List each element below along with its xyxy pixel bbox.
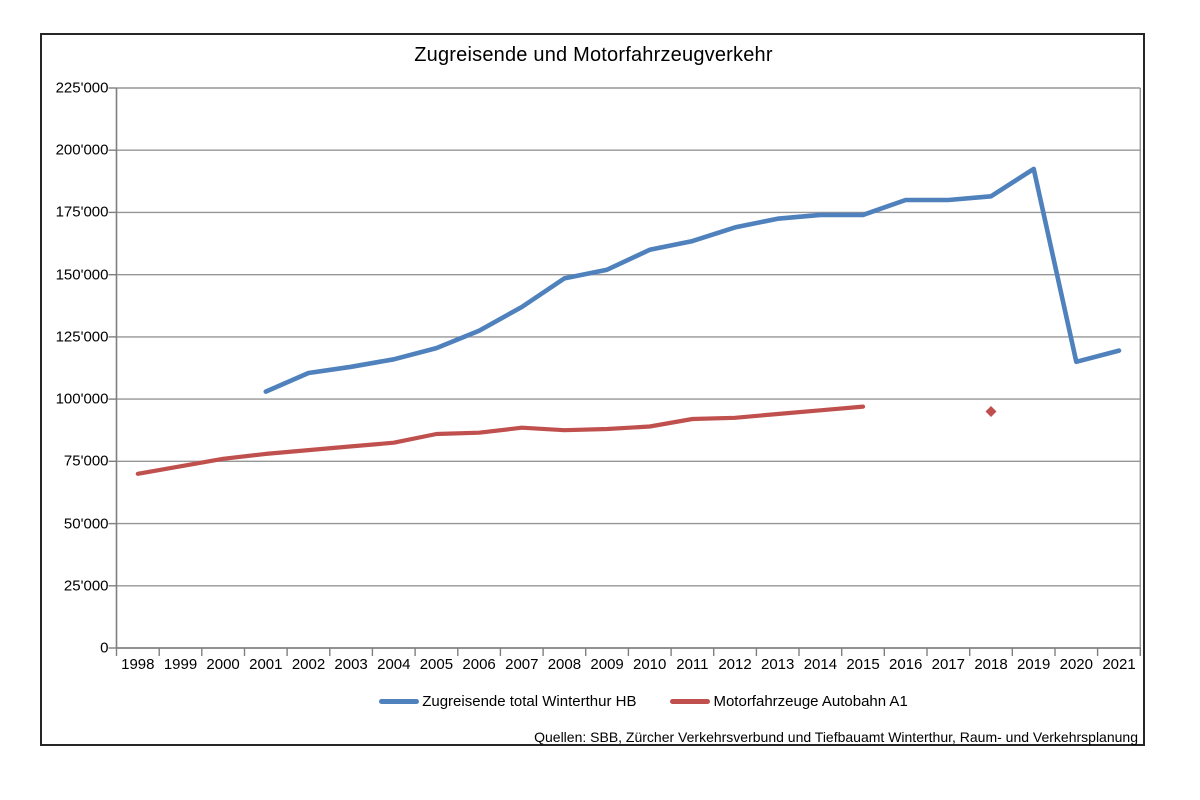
x-axis-tick-label: 2016 — [889, 656, 923, 673]
x-axis-tick-label: 2005 — [419, 656, 454, 673]
x-axis-tick-label: 2011 — [676, 656, 709, 673]
legend-line-swatch-blue — [379, 699, 420, 704]
y-axis-tick-label: 0 — [100, 639, 109, 657]
x-axis-tick-label: 2003 — [334, 656, 368, 673]
chart-frame — [40, 33, 1145, 746]
legend-item-zugreisende: Zugreisende total Winterthur HB — [379, 693, 636, 710]
x-axis-tick-label: 2002 — [291, 656, 326, 673]
chart-title: Zugreisende und Motorfahrzeugverkehr — [414, 44, 773, 66]
x-axis-tick-label: 2017 — [931, 656, 965, 673]
legend-item-motorfahrzeuge: Motorfahrzeuge Autobahn A1 — [670, 693, 908, 710]
x-axis-tick-label: 2012 — [718, 656, 752, 673]
y-axis-tick-label: 125'000 — [55, 328, 109, 346]
legend-label-zugreisende: Zugreisende total Winterthur HB — [422, 693, 637, 710]
x-axis-tick-label: 2021 — [1102, 656, 1136, 673]
y-axis-tick-label: 150'000 — [55, 266, 109, 284]
x-axis-tick-label: 2008 — [547, 656, 582, 673]
legend: Zugreisende total Winterthur HB Motorfah… — [90, 693, 1197, 710]
x-axis-tick-label: 2007 — [505, 656, 539, 673]
y-axis-tick-label: 50'000 — [63, 515, 109, 533]
x-axis-tick-label: 2015 — [846, 656, 880, 673]
x-axis-tick-label: 2009 — [590, 656, 624, 673]
legend-line-swatch-red — [670, 699, 711, 704]
x-axis-tick-label: 2004 — [377, 656, 411, 673]
x-axis-tick-label: 2018 — [974, 656, 1008, 673]
y-axis-tick-label: 25'000 — [63, 577, 109, 595]
legend-label-motorfahrzeuge: Motorfahrzeuge Autobahn A1 — [713, 693, 908, 710]
x-axis-tick-label: 2013 — [761, 656, 795, 673]
source-note: Quellen: SBB, Zürcher Verkehrsverbund un… — [534, 729, 1138, 745]
x-axis-tick-label: 2010 — [633, 656, 667, 673]
x-axis-tick-label: 2006 — [462, 656, 496, 673]
y-axis-tick-label: 175'000 — [55, 203, 109, 221]
x-axis-tick-label: 2001 — [249, 656, 283, 673]
x-axis-tick-label: 2020 — [1059, 656, 1093, 673]
x-axis-tick-label: 2019 — [1017, 656, 1051, 673]
y-axis-tick-label: 200'000 — [55, 141, 109, 159]
x-axis-tick-label: 2000 — [206, 656, 240, 673]
x-axis-tick-label: 2014 — [803, 656, 838, 673]
y-axis-tick-label: 75'000 — [63, 452, 109, 470]
x-axis-tick-label: 1998 — [121, 656, 155, 673]
x-axis-tick-label: 1999 — [163, 656, 198, 673]
y-axis-tick-label: 225'000 — [55, 79, 109, 97]
y-axis-tick-label: 100'000 — [55, 390, 109, 408]
